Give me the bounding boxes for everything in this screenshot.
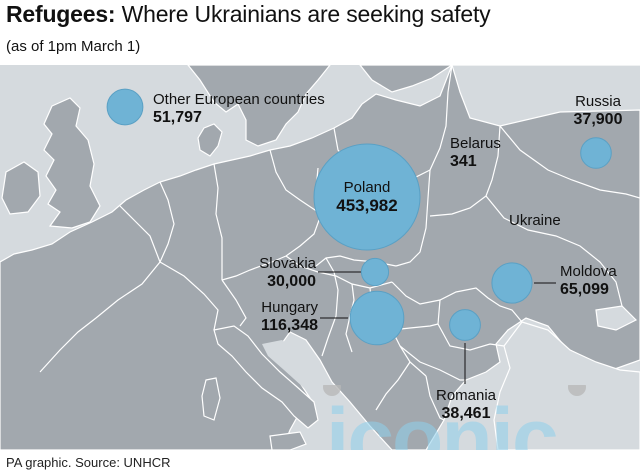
bubble-romania <box>449 309 481 341</box>
italy-land <box>213 325 319 429</box>
romania-value: 38,461 <box>441 405 491 422</box>
label-hungary: Hungary 116,348 <box>248 299 318 335</box>
azov-sea <box>595 305 638 331</box>
page-title: Refugees: Where Ukrainians are seeking s… <box>6 0 491 28</box>
title-bold: Refugees: <box>6 1 116 27</box>
label-russia: Russia 37,900 <box>566 93 630 129</box>
adriatic-sea <box>262 340 334 406</box>
footer: PA graphic. Source: UNHCR <box>0 450 640 475</box>
label-ukraine: Ukraine <box>509 212 561 229</box>
belarus-value: 341 <box>450 153 477 170</box>
belarus-name: Belarus <box>450 135 501 152</box>
label-poland: Poland 453,982 <box>328 179 406 215</box>
map-basemap <box>0 65 640 450</box>
other-name: Other European countries <box>153 91 325 108</box>
page-subtitle: (as of 1pm March 1) <box>6 38 141 55</box>
sicily-land <box>269 431 307 450</box>
poland-value: 453,982 <box>336 196 398 215</box>
romania-name: Romania <box>435 387 497 404</box>
watermark-dot-left <box>323 385 341 396</box>
header: Refugees: Where Ukrainians are seeking s… <box>0 0 640 65</box>
russia-name: Russia <box>575 93 621 110</box>
other-value: 51,797 <box>153 109 202 126</box>
bubble-slovakia <box>360 257 390 287</box>
source-credit: PA graphic. Source: UNHCR <box>6 455 171 470</box>
bubble-moldova <box>491 262 533 304</box>
ireland-land <box>1 161 41 215</box>
bubble-hungary <box>349 290 405 346</box>
slovakia-value: 30,000 <box>267 273 316 290</box>
label-belarus: Belarus 341 <box>450 135 501 171</box>
finland-land <box>359 65 454 93</box>
label-other-european: Other European countries 51,797 <box>153 91 325 127</box>
sardinia-land <box>201 377 221 421</box>
russia-value: 37,900 <box>573 111 623 128</box>
uk-land <box>43 97 101 229</box>
leader-lines <box>318 271 556 384</box>
denmark-land <box>197 123 223 157</box>
black-sea <box>493 321 640 450</box>
bubble-russia <box>580 137 612 169</box>
poland-name: Poland <box>343 179 391 196</box>
moldova-value: 65,099 <box>560 281 609 298</box>
europe-map: Other European countries 51,797 Russia 3… <box>0 65 640 450</box>
title-rest: Where Ukrainians are seeking safety <box>121 1 491 27</box>
slovakia-name: Slovakia <box>259 255 316 272</box>
scandinavia-land <box>187 65 331 147</box>
bubble-poland <box>313 143 421 251</box>
moldova-name: Moldova <box>560 263 617 280</box>
label-slovakia: Slovakia 30,000 <box>248 255 316 291</box>
bubble-layer <box>106 88 612 384</box>
hungary-name: Hungary <box>261 299 318 316</box>
label-moldova: Moldova 65,099 <box>560 263 617 299</box>
bubble-other <box>106 88 144 126</box>
label-romania: Romania 38,461 <box>430 387 502 423</box>
watermark-dot-right <box>568 385 586 396</box>
hungary-value: 116,348 <box>261 317 318 334</box>
